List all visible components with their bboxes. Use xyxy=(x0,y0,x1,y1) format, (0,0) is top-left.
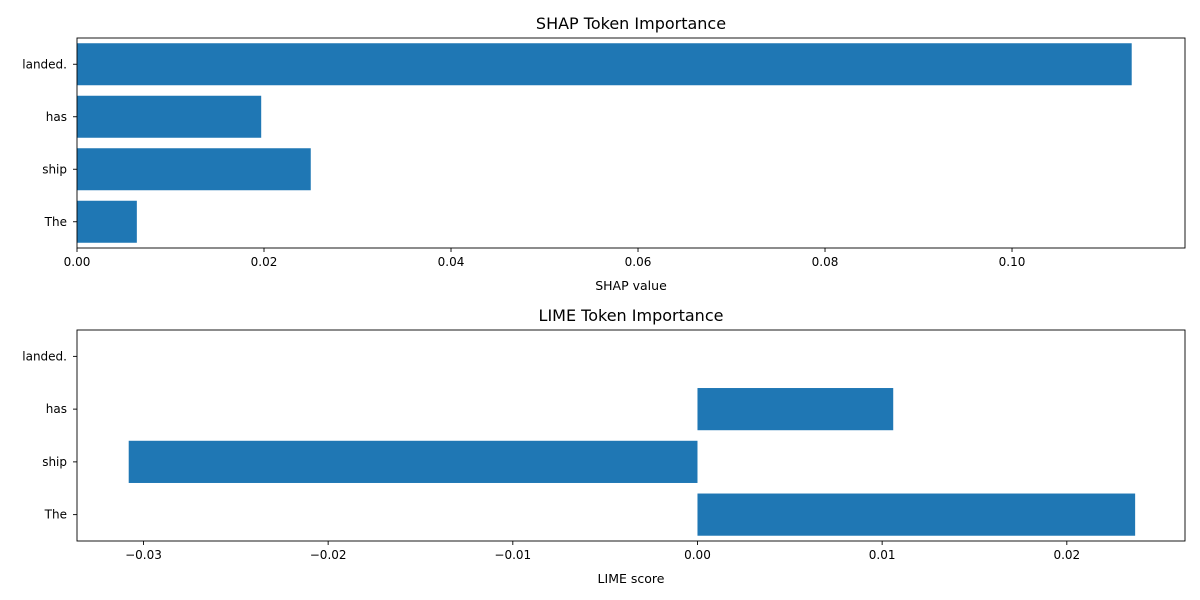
shap-chart-title: SHAP Token Importance xyxy=(536,14,726,33)
shap-x-tick-label: 0.02 xyxy=(251,255,278,269)
shap-bar-landed xyxy=(77,43,1132,86)
shap-chart-panel: 0.00 0.02 0.04 0.06 0.08 0.10 The ship has landed… xyxy=(22,14,1186,293)
lime-bar-has xyxy=(697,388,894,431)
lime-x-tick-label: −0.03 xyxy=(125,548,162,562)
shap-y-tick-label: ship xyxy=(42,162,67,176)
lime-y-tick-label: landed. xyxy=(22,349,67,363)
lime-axes-frame xyxy=(76,329,1186,542)
shap-x-tick-label: 0.08 xyxy=(812,255,839,269)
shap-bar-the xyxy=(77,200,137,243)
shap-x-tick-label: 0.00 xyxy=(64,255,91,269)
shap-x-tick-label: 0.10 xyxy=(999,255,1026,269)
lime-bar-ship xyxy=(128,440,698,483)
shap-x-tick-label: 0.04 xyxy=(438,255,465,269)
lime-chart-panel: −0.03 −0.02 −0.01 0.00 0.01 0.02 The ship has lan… xyxy=(22,306,1186,586)
shap-x-tick-label: 0.06 xyxy=(625,255,652,269)
shap-x-axis-label: SHAP value xyxy=(595,278,667,293)
shap-y-tick-label: has xyxy=(46,110,67,124)
lime-y-tick-label: has xyxy=(46,402,67,416)
shap-y-tick-label: landed. xyxy=(22,57,67,71)
lime-bar-the xyxy=(697,493,1136,536)
lime-x-axis-label: LIME score xyxy=(598,571,665,586)
shap-bar-ship xyxy=(77,148,311,191)
lime-x-tick-label: 0.01 xyxy=(869,548,896,562)
lime-x-tick-label: 0.02 xyxy=(1053,548,1080,562)
lime-chart-title: LIME Token Importance xyxy=(539,306,724,325)
lime-x-tick-label: −0.01 xyxy=(494,548,531,562)
lime-y-tick-label: The xyxy=(44,508,67,522)
shap-y-tick-label: The xyxy=(44,215,67,229)
shap-bar-has xyxy=(77,95,262,138)
shap-axes-frame xyxy=(76,37,1186,249)
lime-x-tick-label: −0.02 xyxy=(310,548,347,562)
lime-y-tick-label: ship xyxy=(42,455,67,469)
lime-x-tick-label: 0.00 xyxy=(684,548,711,562)
